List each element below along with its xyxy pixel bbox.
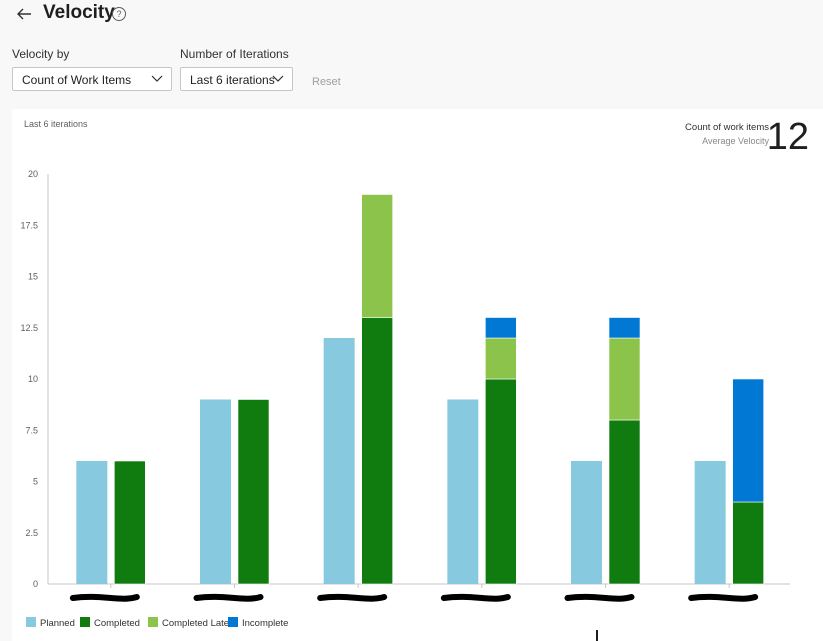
legend-swatch (80, 617, 90, 627)
bar-planned (200, 399, 231, 584)
y-tick-label: 2.5 (25, 528, 38, 538)
redacted-iteration-label (193, 593, 264, 602)
legend-label: Completed Late (162, 618, 230, 629)
legend-item[interactable]: Completed Late (148, 617, 229, 629)
header: Velocity ? (0, 0, 823, 36)
bar-planned (694, 461, 726, 584)
y-tick-label: 10 (28, 374, 38, 384)
bar-completed-late (608, 337, 641, 421)
y-tick-label: 7.5 (25, 425, 38, 435)
text-cursor (596, 630, 598, 641)
chevron-down-icon (151, 75, 163, 82)
y-tick-label: 20 (28, 169, 38, 179)
y-tick-label: 15 (28, 272, 38, 282)
bar-incomplete (732, 378, 764, 503)
bar-incomplete (485, 317, 517, 339)
chevron-down-icon (272, 75, 284, 82)
velocity-by-label: Velocity by (12, 47, 70, 61)
legend-label: Incomplete (242, 618, 289, 629)
redacted-iteration-label (317, 593, 388, 602)
y-tick-label: 5 (33, 477, 38, 487)
bar-planned (447, 399, 479, 584)
redacted-iteration-label (69, 593, 140, 602)
redacted-iteration-label (564, 593, 635, 602)
chart-subtitle: Last 6 iterations (24, 119, 88, 129)
bar-completed (361, 317, 393, 585)
legend-swatch (26, 617, 36, 627)
bar-completed-late (361, 194, 393, 318)
help-icon[interactable]: ? (112, 7, 126, 21)
bar-planned (571, 461, 602, 584)
legend-label: Completed (94, 618, 140, 629)
metric-subtitle: Average Velocity (702, 136, 769, 146)
bar-completed (237, 399, 270, 585)
y-tick-label: 0 (33, 579, 38, 589)
average-velocity-value: 12 (766, 116, 809, 158)
reset-button[interactable]: Reset (312, 76, 341, 88)
metric-name: Count of work items (685, 122, 769, 133)
iterations-label: Number of Iterations (180, 47, 289, 61)
legend-item[interactable]: Completed (80, 617, 140, 629)
redacted-iteration-label (688, 593, 759, 602)
legend-swatch (148, 617, 158, 627)
y-tick-label: 12.5 (20, 323, 38, 333)
legend-item[interactable]: Planned (26, 617, 75, 629)
bar-completed (732, 501, 764, 585)
velocity-by-value: Count of Work Items (22, 73, 132, 87)
legend-label: Planned (40, 618, 75, 629)
bar-planned (323, 338, 355, 584)
bar-completed (485, 378, 517, 585)
bar-completed (114, 460, 146, 585)
bar-incomplete (608, 317, 641, 339)
bar-completed-late (485, 337, 517, 380)
iterations-dropdown[interactable]: Last 6 iterations (180, 67, 293, 91)
y-tick-label: 17.5 (20, 220, 38, 230)
velocity-chart-panel: Last 6 iterations Count of work items Av… (12, 109, 823, 641)
redacted-iteration-label (440, 593, 511, 602)
legend-item[interactable]: Incomplete (228, 617, 288, 629)
legend-swatch (228, 617, 238, 627)
iterations-value: Last 6 iterations (190, 73, 275, 87)
bar-planned (76, 461, 108, 584)
bar-completed (608, 419, 641, 585)
velocity-by-dropdown[interactable]: Count of Work Items (12, 67, 172, 91)
back-arrow-icon[interactable] (14, 4, 34, 24)
page-title: Velocity (43, 2, 115, 23)
